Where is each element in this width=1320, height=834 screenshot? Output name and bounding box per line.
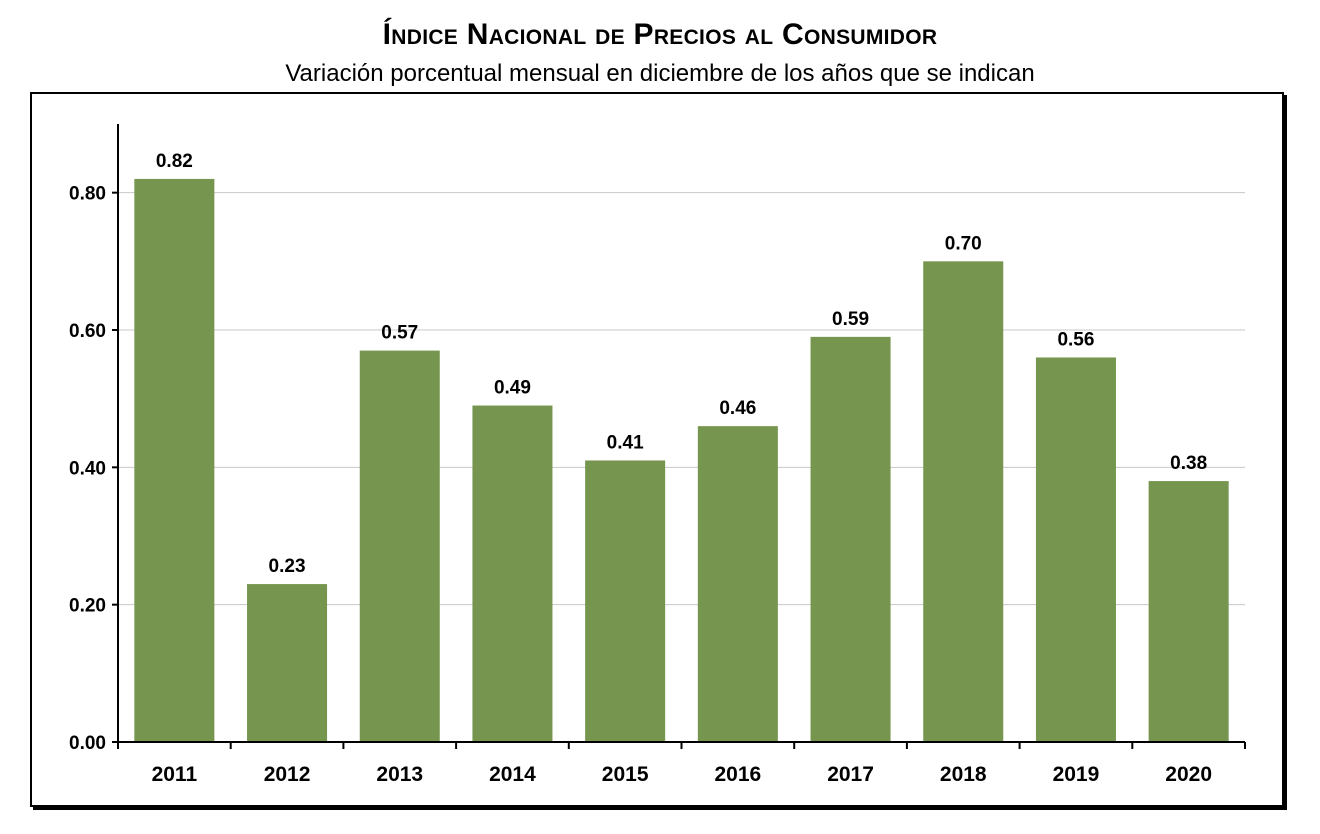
chart-title: Índice Nacional de Precios al Consumidor <box>382 18 938 51</box>
data-label: 0.59 <box>832 309 869 330</box>
x-tick-label: 2011 <box>152 763 198 786</box>
y-tick-label: 0.40 <box>69 458 106 479</box>
x-tick-label: 2013 <box>376 763 423 786</box>
x-tick-label: 2014 <box>489 763 536 786</box>
bar-2015 <box>585 460 666 742</box>
bar-2019 <box>1035 357 1116 742</box>
data-label: 0.56 <box>1057 329 1094 350</box>
bar-2018 <box>923 261 1004 742</box>
data-label: 0.41 <box>607 432 644 453</box>
chart-subtitle: Variación porcentual mensual en diciembr… <box>285 60 1035 87</box>
bar-2014 <box>472 405 553 742</box>
y-tick-label: 0.80 <box>69 184 106 205</box>
data-label: 0.46 <box>719 398 756 419</box>
data-label: 0.70 <box>945 233 982 254</box>
bar-2020 <box>1148 481 1229 742</box>
bar-chart: 0.00 0.20 0.40 0.60 0.80 0.82 2011 0.23 2012 0.57… <box>69 124 1246 786</box>
labels: 0.00 0.20 0.40 0.60 0.80 0.82 2011 0.23 2012 0.57… <box>69 151 1212 786</box>
y-tick-label: 0.60 <box>69 321 106 342</box>
bar-2013 <box>359 350 440 742</box>
data-label: 0.49 <box>494 378 531 399</box>
bars <box>134 178 1229 742</box>
data-label: 0.23 <box>269 556 306 577</box>
bar-2012 <box>247 584 328 742</box>
data-label: 0.57 <box>381 323 418 344</box>
x-tick-label: 2015 <box>602 763 649 786</box>
x-tick-label: 2019 <box>1053 763 1100 786</box>
data-label: 0.82 <box>156 151 193 172</box>
x-tick-label: 2020 <box>1165 763 1212 786</box>
bar-2016 <box>697 426 778 742</box>
y-tick-label: 0.00 <box>69 733 106 754</box>
data-label: 0.38 <box>1170 453 1207 474</box>
x-tick-label: 2012 <box>264 763 311 786</box>
axes <box>112 124 1246 749</box>
bar-2011 <box>134 178 215 742</box>
chart-frame: 0.00 0.20 0.40 0.60 0.80 0.82 2011 0.23 2012 0.57… <box>30 92 1284 807</box>
y-tick-label: 0.20 <box>69 596 106 617</box>
x-tick-label: 2016 <box>714 763 761 786</box>
x-tick-label: 2017 <box>827 763 874 786</box>
x-tick-label: 2018 <box>940 763 987 786</box>
bar-2017 <box>810 336 891 742</box>
